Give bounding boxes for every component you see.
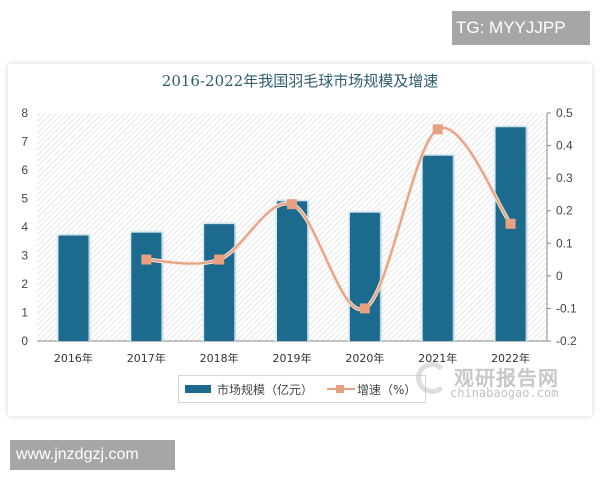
x-tick-label: 2017年 xyxy=(127,351,166,365)
bar-2022年 xyxy=(495,127,526,341)
legend-line-swatch-icon xyxy=(327,384,356,394)
right-y-tick-label: -0.1 xyxy=(556,301,577,315)
left-y-tick-label: 3 xyxy=(21,249,28,263)
url-watermark-badge: www.jnzdgzj.com xyxy=(10,440,175,470)
brand-logo-icon xyxy=(416,362,448,394)
x-axis-labels: 2016年 2017年 2018年 2019年 2020年 2021年 2022年 xyxy=(54,351,530,365)
bar-2020年 xyxy=(349,212,380,341)
left-y-tick-label: 0 xyxy=(21,334,28,348)
growth-marker xyxy=(287,199,297,210)
bar-2018年 xyxy=(204,224,235,341)
line-series-growth-rate xyxy=(141,124,516,314)
legend-line-label: 增速（%） xyxy=(357,382,417,397)
right-y-axis: 0.5 0.4 0.3 0.2 0.1 0 -0.1 -0.2 xyxy=(547,106,577,348)
brand-watermark: 观研报告网 chinabaogao.com xyxy=(412,360,582,404)
brand-name-cn: 观研报告网 xyxy=(454,366,559,390)
right-y-tick-label: 0.1 xyxy=(556,236,573,250)
legend-bar-swatch-icon xyxy=(185,385,211,393)
left-y-tick-label: 2 xyxy=(21,277,28,291)
bar-2021年 xyxy=(422,155,453,341)
legend-bar-label: 市场规模（亿元） xyxy=(217,382,314,397)
chart-legend: 市场规模（亿元） 增速（%） xyxy=(178,375,426,403)
growth-marker xyxy=(432,124,443,135)
right-y-tick-label: 0.5 xyxy=(556,106,573,120)
x-tick-label: 2016年 xyxy=(54,351,93,365)
x-tick-label: 2020年 xyxy=(345,351,384,365)
growth-marker xyxy=(141,254,152,265)
x-tick-label: 2022年 xyxy=(491,351,530,365)
bar-2017年 xyxy=(131,232,162,341)
x-tick-label: 2019年 xyxy=(273,351,312,365)
right-y-tick-label: -0.2 xyxy=(556,334,577,348)
growth-marker xyxy=(214,254,225,265)
left-y-tick-label: 7 xyxy=(21,135,28,149)
left-y-tick-label: 5 xyxy=(21,192,28,206)
right-y-tick-label: 0.4 xyxy=(556,139,573,153)
left-y-tick-label: 8 xyxy=(21,106,28,120)
bar-2019年 xyxy=(277,201,307,341)
growth-marker xyxy=(505,218,516,229)
chart-title: 2016-2022年我国羽毛球市场规模及增速 xyxy=(161,72,439,90)
right-y-tick-label: 0.3 xyxy=(556,171,573,185)
left-y-tick-label: 1 xyxy=(21,306,28,320)
x-tick-label: 2018年 xyxy=(200,351,239,365)
left-y-axis: 0 1 2 3 4 5 6 7 8 xyxy=(21,106,28,348)
growth-marker xyxy=(359,303,370,314)
bar-2016年 xyxy=(58,235,89,341)
left-y-tick-label: 6 xyxy=(21,163,28,177)
tg-watermark-badge: TG: MYYJJPP xyxy=(452,11,590,45)
right-y-tick-label: 0 xyxy=(556,269,563,283)
left-y-tick-label: 4 xyxy=(21,220,28,234)
right-y-tick-label: 0.2 xyxy=(556,204,573,218)
x-tick-label: 2021年 xyxy=(418,351,457,365)
brand-name-en: chinabaogao.com xyxy=(450,386,559,400)
bar-series-market-size xyxy=(56,125,528,341)
